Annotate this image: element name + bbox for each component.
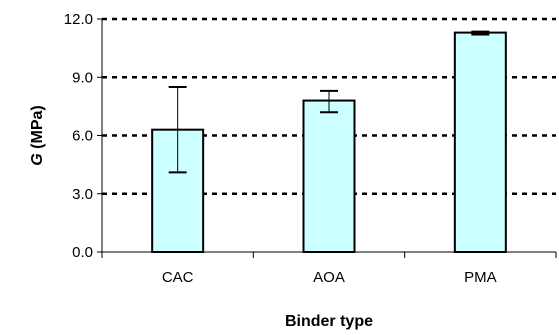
error-bars	[168, 30, 490, 174]
x-axis-title: Binder type	[285, 313, 373, 330]
y-tick-label: 9.0	[72, 69, 93, 86]
y-axis-symbol: G	[29, 153, 46, 165]
y-tick-label: 0.0	[72, 244, 93, 261]
y-axis-title: G (MPa)	[29, 105, 46, 165]
y-axis-unit: (MPa)	[29, 105, 46, 153]
y-tick-label: 3.0	[72, 186, 93, 203]
bars	[151, 31, 507, 254]
x-tick-label: PMA	[464, 269, 497, 286]
x-tick-label: AOA	[313, 269, 345, 286]
axes	[97, 18, 557, 258]
x-tick-labels: CAC AOA PMA	[162, 269, 497, 286]
x-tick-label: CAC	[162, 269, 194, 286]
y-tick-label: 6.0	[72, 128, 93, 145]
y-tick-label: 12.0	[64, 11, 93, 28]
bar-aoa	[302, 99, 356, 253]
bar-pma	[453, 31, 507, 254]
y-tick-labels: 0.0 3.0 6.0 9.0 12.0	[64, 11, 93, 261]
